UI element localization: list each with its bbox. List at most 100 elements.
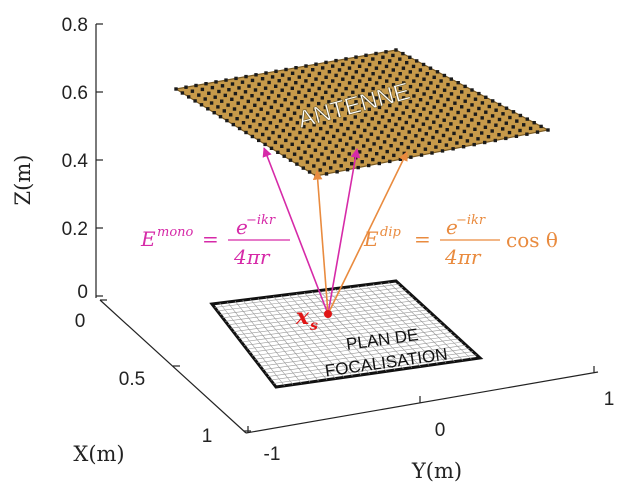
dip-lhs: E xyxy=(363,227,379,251)
antenna-element xyxy=(276,150,280,154)
antenna-element xyxy=(260,92,264,96)
antenna-element xyxy=(318,168,322,172)
antenna-element xyxy=(290,101,294,106)
antenna-element xyxy=(398,101,402,106)
antenna-element xyxy=(410,139,414,144)
antenna-element xyxy=(250,94,254,98)
antenna-element xyxy=(361,88,365,93)
dip-sup: dip xyxy=(380,225,401,240)
antenna-element xyxy=(384,64,389,69)
antenna-element xyxy=(403,136,408,140)
antenna-element xyxy=(511,125,515,129)
antenna-element xyxy=(337,83,342,87)
antenna-element xyxy=(230,82,235,86)
antenna-element xyxy=(343,158,347,162)
antenna-element xyxy=(352,130,357,135)
antenna-element xyxy=(432,75,436,79)
antenna-element xyxy=(384,94,389,98)
antenna-element xyxy=(244,130,248,135)
grid-line xyxy=(388,281,472,360)
antenna-element xyxy=(266,96,271,100)
antenna-element xyxy=(446,112,450,117)
antenna-element xyxy=(389,144,393,148)
antenna-element xyxy=(415,88,419,92)
antenna-element xyxy=(233,91,238,96)
antenna-element xyxy=(274,69,278,73)
antenna-element xyxy=(231,122,235,127)
antenna-element xyxy=(210,85,215,90)
antenna-element xyxy=(405,90,409,94)
antenna-element xyxy=(514,134,519,138)
antenna-element xyxy=(321,136,325,141)
antenna-element xyxy=(388,59,392,63)
antenna-element xyxy=(380,115,385,119)
antenna-element xyxy=(184,85,188,89)
antenna-element xyxy=(295,162,299,166)
antenna-element xyxy=(453,101,457,105)
antenna-element xyxy=(314,92,318,96)
antenna-element xyxy=(435,130,439,134)
antenna-element xyxy=(194,83,198,88)
antenna-element xyxy=(432,105,436,109)
antenna-element xyxy=(390,128,394,132)
antenna-element xyxy=(329,166,333,170)
antenna-element xyxy=(435,114,440,119)
antenna-element xyxy=(456,126,460,130)
dip-cos-term: cos θ xyxy=(506,228,558,252)
antenna-element xyxy=(315,132,319,137)
x-tick-label: 0.5 xyxy=(119,369,145,390)
antenna-element xyxy=(363,113,368,117)
antenna-element xyxy=(442,103,447,107)
antenna-element xyxy=(333,160,337,164)
antenna-element xyxy=(351,146,355,150)
antenna-element xyxy=(351,60,355,65)
antenna-element xyxy=(190,89,195,93)
antenna-element xyxy=(525,132,529,136)
antenna-element xyxy=(220,84,225,88)
antenna-element xyxy=(313,148,318,152)
antenna-element xyxy=(423,147,428,151)
antenna-element xyxy=(371,57,375,61)
antenna-element xyxy=(305,160,310,164)
antenna-element xyxy=(230,97,234,101)
antenna-element xyxy=(319,126,323,131)
antenna-element xyxy=(271,130,275,135)
dip-numerator-sup: −ikr xyxy=(456,213,486,228)
antenna-element xyxy=(428,126,432,130)
antenna-element xyxy=(312,164,316,168)
antenna-element xyxy=(341,148,345,152)
z-axis-label: Z(m) xyxy=(11,155,35,206)
source-subscript: s xyxy=(310,318,318,334)
antenna-element xyxy=(373,126,377,131)
antenna-element xyxy=(295,121,300,125)
antenna-element xyxy=(364,53,368,57)
antenna-element xyxy=(206,107,210,111)
grid-line xyxy=(267,348,470,377)
antenna-element xyxy=(364,68,369,72)
antenna-element xyxy=(381,85,385,89)
antenna-element xyxy=(407,130,411,134)
antenna-element xyxy=(382,140,387,144)
antenna-element xyxy=(296,146,301,150)
antenna-element xyxy=(377,161,381,166)
antenna-element xyxy=(218,115,223,119)
antenna-element xyxy=(214,80,218,84)
antenna-element xyxy=(258,123,262,127)
antenna-element xyxy=(477,106,481,111)
antenna-element xyxy=(425,72,429,76)
antenna-element xyxy=(357,94,362,98)
antenna-element xyxy=(339,123,343,127)
antenna-element xyxy=(282,113,287,117)
antenna-element xyxy=(357,109,361,113)
antenna-element xyxy=(325,130,329,135)
antenna-element xyxy=(368,148,372,152)
antenna-element xyxy=(303,150,307,154)
dip-numerator: e xyxy=(446,215,458,239)
antenna-element xyxy=(351,75,355,80)
antenna-element xyxy=(425,86,430,91)
antenna-element xyxy=(422,107,426,111)
antenna-element xyxy=(232,107,237,111)
antenna-element xyxy=(456,95,460,100)
antenna-element xyxy=(334,88,338,93)
antenna-element xyxy=(374,96,379,100)
